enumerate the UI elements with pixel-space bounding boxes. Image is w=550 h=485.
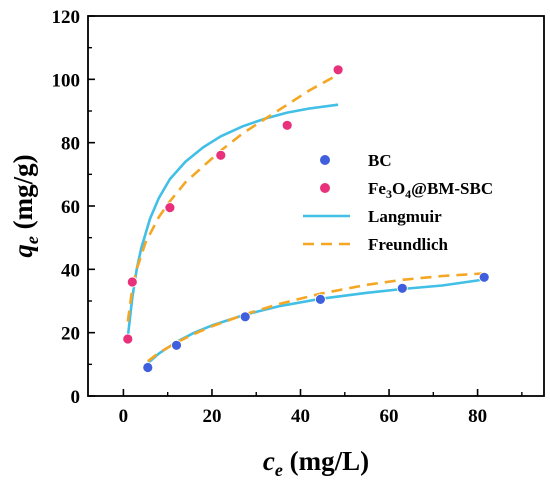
y-tick-label: 120: [52, 7, 81, 28]
legend: BC Fe3O4@BM-SBC Langmuir Freundlich: [303, 151, 493, 254]
bc-data-point: [396, 282, 408, 294]
legend-label-bc: BC: [368, 151, 392, 170]
fe3o4-bm-sbc-data-point: [122, 333, 134, 345]
y-tick-label: 60: [61, 197, 80, 218]
legend-marker-bc: [320, 155, 330, 165]
freundlich-fit-curve: [147, 272, 485, 363]
bc-data-point: [239, 311, 251, 323]
legend-label-freundlich: Freundlich: [368, 235, 449, 254]
bc-data-point: [314, 293, 326, 305]
fe3o4-bm-sbc-data-point: [281, 119, 293, 131]
fe3o4-bm-sbc-data-point: [215, 149, 227, 161]
fe3o4-bm-sbc-data-point: [332, 64, 344, 76]
x-tick-label: 80: [468, 406, 487, 427]
y-axis-title: qe (mg/g): [8, 154, 42, 257]
bc-data-point: [142, 362, 154, 373]
y-tick-label: 40: [61, 260, 80, 281]
x-tick-label: 20: [202, 406, 221, 427]
legend-label-langmuir: Langmuir: [368, 207, 442, 226]
x-axis-title: ce (mg/L): [263, 446, 369, 480]
x-tick-label: 60: [380, 406, 399, 427]
y-tick-label: 0: [71, 387, 81, 408]
freundlich-fit-curve: [126, 73, 339, 322]
fe3o4-bm-sbc-data-point: [164, 202, 176, 214]
legend-label-fe3o4-bm-sbc: Fe3O4@BM-SBC: [368, 179, 493, 201]
y-tick-label: 20: [61, 324, 80, 345]
fe3o4-bm-sbc-data-point: [126, 276, 138, 288]
x-tick-label: 40: [291, 406, 310, 427]
bc-data-point: [171, 339, 182, 351]
x-tick-label: 0: [119, 406, 129, 427]
axis-ticks-layer: 0 20 40 60 80 0 20 40 60 80 100 120: [52, 7, 523, 427]
y-tick-label: 80: [61, 134, 80, 155]
legend-marker-fe3o4-bm-sbc: [320, 183, 330, 193]
bc-data-point: [478, 271, 490, 283]
data-points-layer: [122, 64, 490, 373]
y-tick-label: 100: [52, 70, 81, 91]
